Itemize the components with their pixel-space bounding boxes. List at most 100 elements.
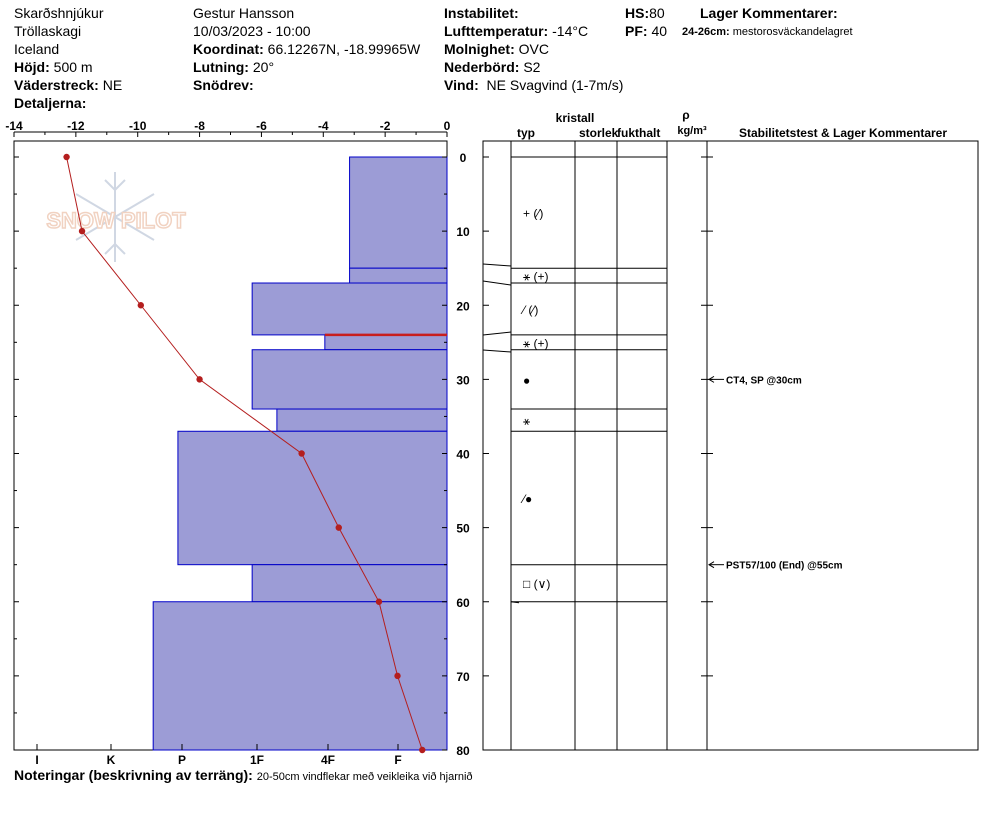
aspect: Väderstreck: NE	[14, 76, 122, 94]
drift-label: Snödrev:	[193, 77, 254, 93]
aspect-label: Väderstreck:	[14, 77, 99, 93]
hardness-tick-label: 1F	[250, 753, 264, 767]
temperature-point	[394, 672, 401, 680]
wind-label: Vind:	[444, 77, 479, 93]
grain-type-symbol: ⁄ (⁄)	[520, 303, 538, 317]
aspect-value: NE	[102, 77, 123, 93]
sky-cover: Molnighet: OVC	[444, 40, 549, 58]
region-name: Tröllaskagi	[14, 23, 82, 39]
hardness-layer	[251, 282, 448, 336]
coordinates: Koordinat: 66.12267N, -18.99965W	[193, 40, 420, 58]
grain-type-symbol: + (⁄)	[523, 207, 543, 221]
hardness-layer	[276, 408, 448, 432]
grain-type-symbol: ●	[523, 373, 530, 387]
hs-value: 80	[649, 5, 665, 21]
hardness-layer	[349, 156, 448, 269]
airtemp-value: -14°C	[552, 23, 589, 39]
layer-connector	[482, 331, 512, 336]
hardness-tick-label: P	[178, 753, 186, 767]
hs-label: HS:	[625, 5, 650, 21]
hardness-tick-label: F	[394, 753, 401, 767]
depth-tick-label: 50	[456, 522, 470, 536]
temperature-point	[196, 376, 203, 383]
slope-label: Lutning:	[193, 59, 249, 75]
table-depth-tick	[510, 601, 520, 604]
depth-tick-label: 0	[460, 151, 467, 165]
location-name: Skarðshnjúkur	[14, 5, 104, 21]
terrain-notes: Noteringar (beskrivning av terräng): 20-…	[14, 766, 473, 786]
hardness-layer	[177, 430, 448, 566]
airtemp-label: Lufttemperatur:	[444, 23, 549, 39]
penetration-foot: PF: 40	[625, 22, 667, 40]
grain-type-symbol: ⚹	[523, 414, 530, 428]
grain-type-symbol: ⚹ (+)	[523, 270, 549, 284]
temperature-point	[63, 153, 70, 161]
depth-tick-label: 80	[456, 744, 470, 758]
depth-tick-label: 70	[456, 670, 470, 684]
precipitation: Nederbörd: S2	[444, 58, 540, 76]
temperature-tick-label: 0	[444, 119, 451, 133]
instability-label: Instabilitet:	[444, 5, 519, 21]
details: Detaljerna:	[14, 94, 86, 112]
precip-value: S2	[523, 59, 541, 75]
layer-comment-range: 24-26cm:	[682, 26, 730, 38]
depth-tick-label: 20	[456, 299, 470, 313]
rho-header: ρ	[682, 108, 689, 122]
size-header: storlek	[579, 126, 619, 140]
snowflake-icon	[75, 172, 155, 262]
temperature-point	[78, 227, 86, 235]
depth-tick-label: 60	[456, 596, 470, 610]
grain-type-symbol: ⚹ (+)	[523, 336, 549, 350]
slope-value: 20°	[252, 59, 275, 75]
stability-test-label: CT4, SP @30cm	[726, 375, 802, 386]
slope: Lutning: 20°	[193, 58, 274, 76]
watermark-text: SNOW PILOT	[46, 208, 186, 233]
observation-datetime: 10/03/2023 - 10:00	[193, 23, 311, 39]
temperature-point	[137, 302, 145, 309]
details-label: Detaljerna:	[14, 95, 87, 111]
temperature-point	[298, 450, 305, 457]
pf-label: PF:	[625, 23, 648, 39]
arrow-head-icon	[708, 375, 715, 383]
layer-connector	[482, 263, 512, 267]
hardness-tick-label: I	[35, 753, 38, 767]
sky-value: OVC	[518, 41, 549, 57]
elevation: Höjd: 500 m	[14, 58, 93, 76]
temperature-tick-label: -12	[67, 119, 85, 133]
layer-connector	[482, 349, 512, 353]
crystal-header: kristall	[556, 111, 595, 125]
elevation-value: 500 m	[53, 59, 93, 75]
density-header: kg/m³	[677, 125, 707, 137]
temperature-point	[375, 598, 383, 605]
hardness-layer	[349, 267, 448, 284]
drift: Snödrev:	[193, 76, 254, 94]
hardness-tick-label: 4F	[321, 753, 335, 767]
notes-text: 20-50cm vindflekar með veikleika við hja…	[256, 771, 473, 783]
grain-type-symbol: □ (∨)	[523, 577, 550, 591]
temperature-tick-label: -14	[5, 119, 23, 133]
layer-comment-text: mestorosväckandelagret	[732, 26, 853, 38]
coord-label: Koordinat:	[193, 41, 264, 57]
hardness-layer	[251, 564, 448, 603]
temperature-tick-label: -4	[318, 119, 329, 133]
comments-header: Stabilitetstest & Lager Kommentarer	[739, 126, 947, 140]
moisture-header: fukthalt	[617, 126, 660, 140]
elevation-label: Höjd:	[14, 59, 50, 75]
stability-test-label: PST57/100 (End) @55cm	[726, 561, 843, 572]
hardness-layer	[324, 334, 448, 351]
grain-type-symbol: ⁄●	[520, 492, 532, 506]
temperature-tick-label: -10	[129, 119, 147, 133]
instability: Instabilitet:	[444, 4, 519, 22]
type-header: typ	[517, 126, 535, 140]
layer-comments-title: Lager Kommentarer:	[700, 5, 838, 21]
temperature-point	[419, 746, 426, 754]
coord-value: 66.12267N, -18.99965W	[267, 41, 421, 57]
hardness-layer	[251, 349, 448, 410]
country-name: Iceland	[14, 41, 60, 57]
table-frame	[482, 140, 979, 751]
temperature-point	[335, 524, 342, 531]
temperature-tick-label: -8	[194, 119, 205, 133]
notes-label: Noteringar (beskrivning av terräng):	[14, 767, 253, 783]
depth-tick-label: 40	[456, 448, 470, 462]
